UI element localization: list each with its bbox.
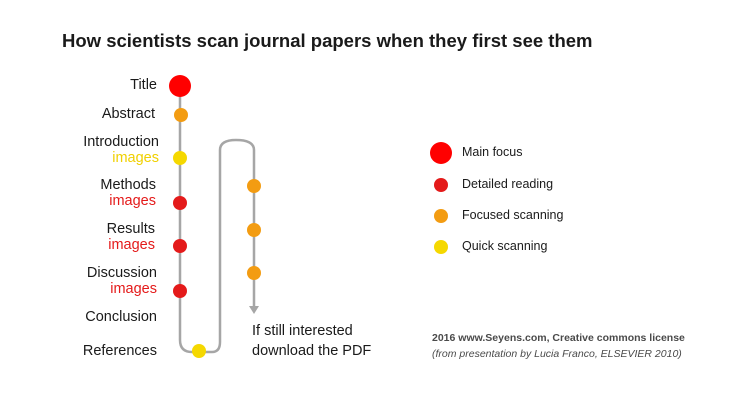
- section-methods-images: images: [109, 193, 156, 209]
- dot-references-quick: [192, 344, 206, 358]
- legend-dot-focused-scanning: [434, 209, 448, 223]
- dot-results-second-pass: [247, 223, 261, 237]
- dot-abstract-focused: [174, 108, 188, 122]
- legend-dot-quick-scanning: [434, 240, 448, 254]
- section-label-results: Results images: [107, 221, 155, 253]
- dot-discussion-detailed: [173, 284, 187, 298]
- legend-label-main-focus: Main focus: [462, 145, 523, 159]
- section-introduction-text: Introduction: [83, 134, 159, 150]
- section-label-introduction: Introduction images: [83, 134, 159, 166]
- section-introduction-images: images: [112, 150, 159, 166]
- section-label-abstract: Abstract: [102, 106, 155, 122]
- download-note-line2: download the PDF: [252, 343, 372, 359]
- section-discussion-images: images: [110, 281, 157, 297]
- section-results-text: Results: [106, 221, 155, 237]
- section-discussion-text: Discussion: [86, 265, 157, 281]
- dot-title-main-focus: [169, 75, 191, 97]
- reading-path-arrowhead: [249, 306, 259, 314]
- dot-methods-second-pass: [247, 179, 261, 193]
- legend-dot-main-focus: [430, 142, 452, 164]
- credit-license: 2016 www.Seyens.com, Creative commons li…: [432, 332, 685, 344]
- section-label-references: References: [83, 343, 157, 359]
- download-note-line1: If still interested: [252, 323, 353, 339]
- credit: 2016 www.Seyens.com, Creative commons li…: [432, 330, 685, 362]
- dot-results-detailed: [173, 239, 187, 253]
- download-note: If still interested download the PDF: [252, 321, 371, 361]
- section-methods-text: Methods: [100, 177, 156, 193]
- section-conclusion-text: Conclusion: [85, 309, 157, 325]
- legend-label-detailed-reading: Detailed reading: [462, 177, 554, 191]
- section-label-conclusion: Conclusion: [85, 309, 157, 325]
- dot-introduction-quick: [173, 151, 187, 165]
- diagram-title: How scientists scan journal papers when …: [62, 30, 593, 51]
- section-title-text: Title: [130, 77, 157, 93]
- section-references-text: References: [82, 343, 157, 359]
- credit-source: (from presentation by Lucia Franco, ELSE…: [432, 348, 682, 360]
- section-label-methods: Methods images: [100, 177, 156, 209]
- dot-discussion-second-pass: [247, 266, 261, 280]
- section-label-discussion: Discussion images: [87, 265, 157, 297]
- legend-label-quick-scanning: Quick scanning: [462, 239, 548, 253]
- legend-label-focused-scanning: Focused scanning: [462, 208, 564, 222]
- legend-dot-detailed-reading: [434, 178, 448, 192]
- section-results-images: images: [108, 237, 155, 253]
- reading-path-line: [178, 86, 256, 354]
- section-abstract-text: Abstract: [101, 106, 155, 122]
- dot-methods-detailed: [173, 196, 187, 210]
- section-label-title: Title: [130, 77, 157, 93]
